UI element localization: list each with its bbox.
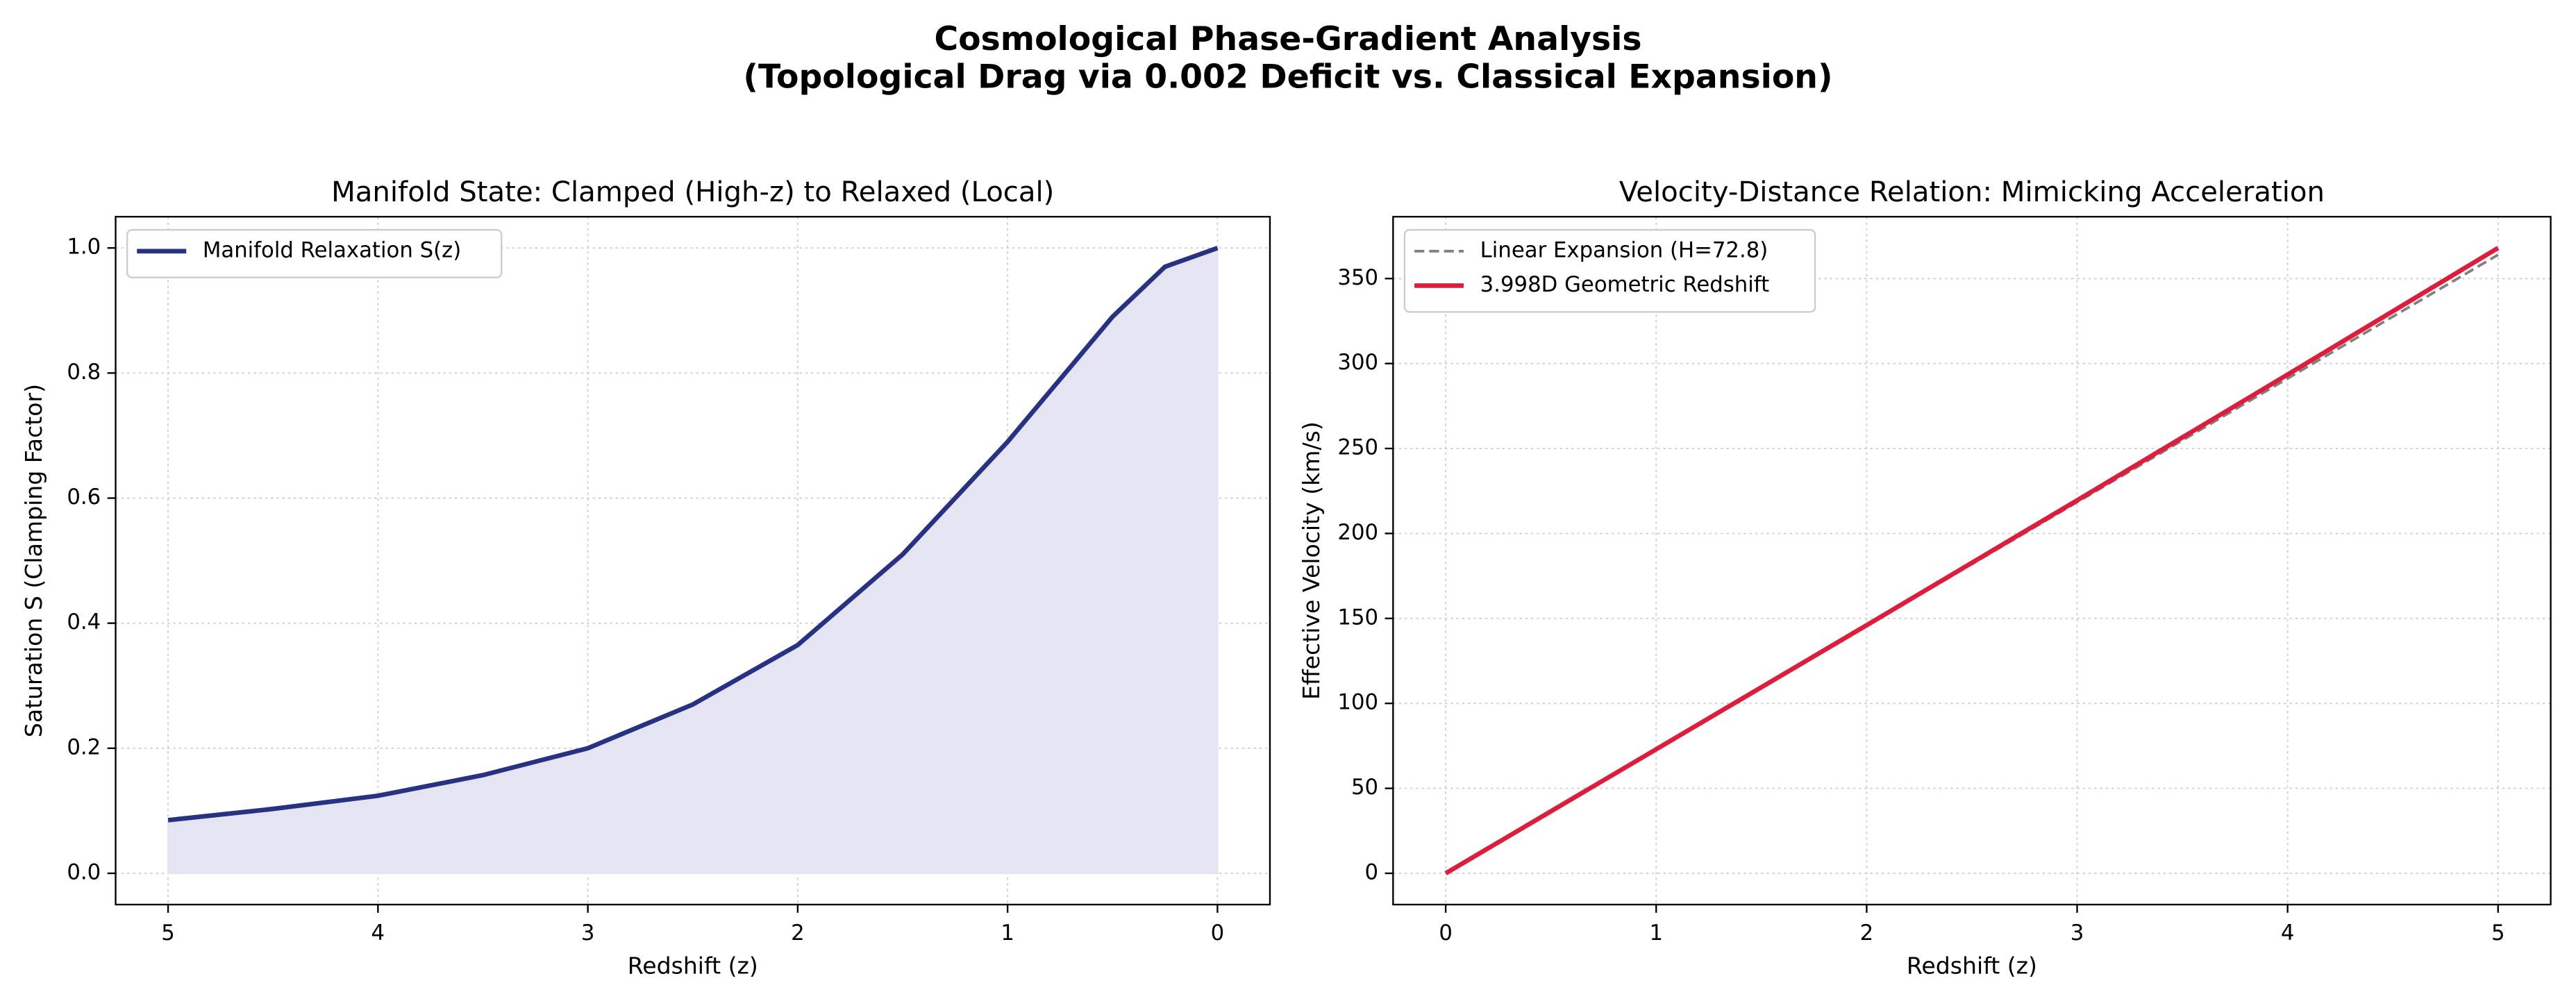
chart-title: Velocity-Distance Relation: Mimicking Ac… [1619,176,2325,208]
y-tick-label: 0.2 [67,734,101,759]
y-tick-label: 350 [1337,265,1378,290]
plot-frame [115,215,1271,906]
y-tick-label: 0 [1365,859,1379,884]
x-tick-label: 3 [2071,921,2084,946]
legend-label: 3.998D Geometric Redshift [1480,272,1769,297]
legend-label: Manifold Relaxation S(z) [203,237,461,262]
y-tick-label: 100 [1337,690,1378,715]
x-tick-label: 0 [1211,921,1225,946]
y-tick-label: 0.6 [67,485,101,510]
x-tick-label: 4 [2281,921,2295,946]
x-tick-label: 1 [1649,921,1663,946]
y-tick-label: 250 [1337,435,1378,460]
y-tick-label: 200 [1337,520,1378,545]
y-tick-label: 1.0 [67,235,101,260]
x-tick-label: 0 [1439,921,1453,946]
x-tick-label: 3 [581,921,595,946]
plot-frame [1392,215,2552,906]
x-tick-label: 2 [791,921,805,946]
x-tick-label: 5 [2491,921,2505,946]
y-tick-label: 0.8 [67,360,101,385]
x-tick-label: 4 [371,921,385,946]
figure-subtitle: (Topological Drag via 0.002 Deficit vs. … [743,58,1832,96]
y-tick-label: 0.4 [67,610,101,635]
x-axis-label: Redshift (z) [628,952,758,979]
series-line [1444,246,2500,875]
legend-box [1403,228,1816,313]
y-tick-label: 300 [1337,350,1378,375]
x-tick-label: 5 [161,921,175,946]
y-tick-label: 150 [1337,605,1378,630]
y-axis-label: Effective Velocity (km/s) [1298,421,1325,700]
legend-label: Linear Expansion (H=72.8) [1480,237,1768,262]
x-axis-label: Redshift (z) [1907,952,2037,979]
y-tick-label: 50 [1351,775,1378,800]
legend-box [126,228,503,278]
chart-title: Manifold State: Clamped (High-z) to Rela… [331,176,1054,208]
y-axis-label: Saturation S (Clamping Factor) [20,384,47,737]
y-tick-label: 0.0 [67,859,101,884]
x-tick-label: 1 [1001,921,1014,946]
x-tick-label: 2 [1860,921,1874,946]
series-line [167,246,1219,823]
figure-title: Cosmological Phase-Gradient Analysis [934,20,1641,58]
